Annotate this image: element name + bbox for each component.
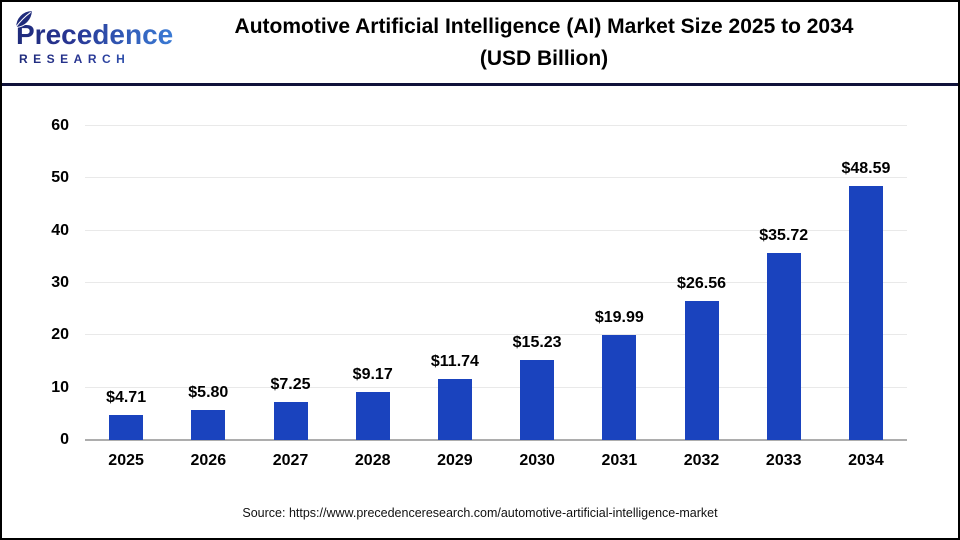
x-axis-line bbox=[85, 439, 907, 441]
bar-2028 bbox=[355, 392, 390, 440]
value-label-2029: $11.74 bbox=[430, 352, 479, 370]
chart-title-line1: Automotive Artificial Intelligence (AI) … bbox=[234, 15, 854, 38]
y-axis-tick-30: 30 bbox=[51, 274, 69, 291]
gridline-60 bbox=[85, 125, 907, 126]
x-axis-label-2029: 2029 bbox=[437, 452, 473, 469]
source-text: Source: https://www.precedenceresearch.c… bbox=[242, 506, 718, 520]
bar-column-2031: $19.99 2031 bbox=[578, 126, 660, 469]
x-axis-label-2028: 2028 bbox=[354, 452, 391, 469]
logo-wordmark: Precedence bbox=[16, 19, 174, 50]
bar-column-2026: $5.80 2026 bbox=[167, 126, 249, 469]
gridline-10 bbox=[85, 386, 907, 388]
value-label-2025: $4.71 bbox=[106, 389, 147, 407]
gridline-40 bbox=[85, 229, 907, 231]
x-axis-label-2033: 2033 bbox=[765, 452, 802, 469]
bar-chart: 0 10 20 30 40 50 60 $4.71 2025 $5.80 2026 $7.25 2027… bbox=[2, 86, 958, 488]
bar-2029 bbox=[437, 378, 472, 440]
value-label-2034: $48.59 bbox=[841, 159, 891, 177]
header: Precedence RESEARCH Automotive Artificia… bbox=[2, 2, 958, 83]
footer: Source: https://www.precedenceresearch.c… bbox=[2, 488, 958, 538]
bar-column-2033: $35.72 2033 bbox=[743, 126, 825, 469]
gridline-50 bbox=[85, 177, 907, 179]
bar-2034 bbox=[848, 185, 883, 440]
value-label-2027: $7.25 bbox=[270, 376, 311, 394]
logo-subtitle: RESEARCH bbox=[16, 52, 191, 66]
bar-column-2028: $9.17 2028 bbox=[332, 126, 414, 469]
gridline-20 bbox=[85, 334, 907, 336]
bar-column-2029: $11.74 2029 bbox=[414, 126, 496, 469]
bar-2030 bbox=[520, 360, 555, 440]
x-axis-label-2026: 2026 bbox=[190, 452, 227, 469]
bar-columns: $4.71 2025 $5.80 2026 $7.25 2027 $9.17 2028 $11.… bbox=[85, 126, 907, 469]
bar-2033 bbox=[766, 253, 801, 440]
x-axis-label-2030: 2030 bbox=[519, 452, 555, 469]
y-axis-tick-50: 50 bbox=[51, 169, 69, 187]
value-label-2026: $5.80 bbox=[188, 383, 229, 401]
bar-column-2030: $15.23 2030 bbox=[496, 126, 578, 469]
bar-column-2025: $4.71 2025 bbox=[85, 126, 167, 469]
y-axis-tick-0: 0 bbox=[60, 431, 69, 448]
value-label-2028: $9.17 bbox=[352, 366, 393, 384]
bar-2025 bbox=[109, 415, 144, 440]
x-axis-label-2034: 2034 bbox=[848, 452, 884, 469]
leaf-icon bbox=[15, 10, 33, 28]
chart-title-line2: (USD Billion) bbox=[479, 46, 609, 70]
y-axis-tick-60: 60 bbox=[51, 117, 69, 134]
x-axis-label-2031: 2031 bbox=[601, 452, 638, 469]
value-label-2030: $15.23 bbox=[512, 334, 562, 352]
precedence-research-logo: Precedence RESEARCH bbox=[15, 10, 191, 66]
x-axis-label-2025: 2025 bbox=[108, 452, 144, 469]
y-axis-tick-10: 10 bbox=[51, 378, 69, 396]
value-label-2031: $19.99 bbox=[594, 309, 644, 327]
y-axis-tick-20: 20 bbox=[51, 326, 69, 344]
bar-column-2034: $48.59 2034 bbox=[825, 126, 907, 469]
plot-area: 0 10 20 30 40 50 60 $4.71 2025 $5.80 2026 $7.25 2027… bbox=[51, 117, 907, 469]
x-axis-label-2032: 2032 bbox=[683, 452, 720, 469]
value-label-2032: $26.56 bbox=[677, 275, 726, 293]
value-label-2033: $35.72 bbox=[759, 227, 809, 245]
gridline-30 bbox=[85, 282, 907, 283]
bar-2026 bbox=[191, 409, 226, 440]
logo-wordmark-row: Precedence bbox=[15, 10, 191, 51]
bar-2032 bbox=[684, 301, 719, 440]
bar-2031 bbox=[602, 335, 637, 440]
bar-column-2027: $7.25 2027 bbox=[249, 126, 331, 469]
header-divider bbox=[2, 83, 958, 86]
y-axis-tick-40: 40 bbox=[51, 221, 69, 239]
bar-column-2032: $26.56 2032 bbox=[660, 126, 742, 469]
chart-title: Automotive Artificial Intelligence (AI) … bbox=[191, 11, 897, 74]
x-axis-label-2027: 2027 bbox=[272, 452, 309, 469]
bar-2027 bbox=[273, 402, 308, 440]
